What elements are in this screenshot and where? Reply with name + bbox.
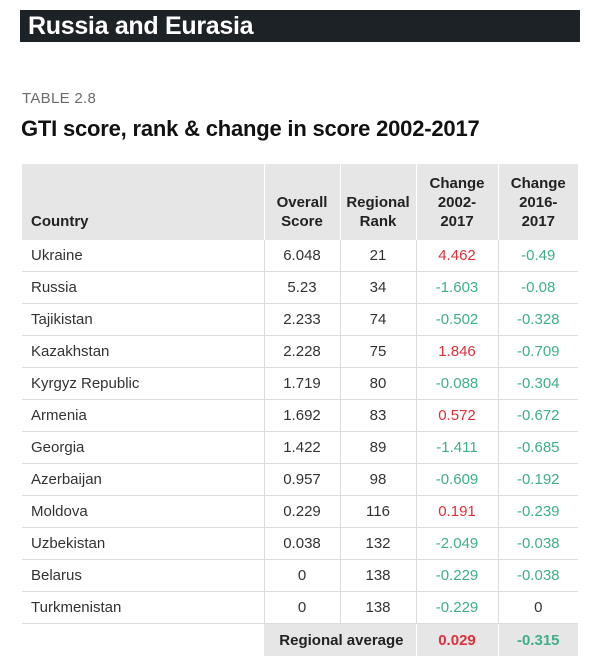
table-row: Russia 5.23 34 -1.603 -0.08 [22, 271, 578, 304]
change-2016-2017-cell: -0.304 [497, 367, 578, 400]
country-cell: Armenia [22, 399, 264, 432]
table-row: Azerbaijan 0.957 98 -0.609 -0.192 [22, 463, 578, 496]
table-row: Turkmenistan 0 138 -0.229 0 [22, 591, 578, 624]
country-cell: Kyrgyz Republic [22, 367, 264, 400]
change-2002-2017-cell: 4.462 [415, 240, 498, 272]
overall-score-cell: 2.228 [263, 335, 340, 368]
overall-score-cell: 0.038 [263, 527, 340, 560]
table-row: Belarus 0 138 -0.229 -0.038 [22, 559, 578, 592]
overall-score-cell: 1.692 [263, 399, 340, 432]
country-cell: Georgia [22, 431, 264, 464]
header-country: Country [22, 164, 264, 240]
change-2002-2017-cell: 1.846 [415, 335, 498, 368]
country-cell: Ukraine [22, 240, 264, 272]
regional-rank-cell: 83 [339, 399, 416, 432]
change-2016-2017-cell: -0.239 [497, 495, 578, 528]
regional-rank-cell: 138 [339, 591, 416, 624]
country-cell: Moldova [22, 495, 264, 528]
overall-score-cell: 0 [263, 559, 340, 592]
change-2002-2017-cell: -0.229 [415, 559, 498, 592]
table-row: Kazakhstan 2.228 75 1.846 -0.709 [22, 335, 578, 368]
regional-average-row: Regional average 0.029 -0.315 [22, 623, 578, 656]
change-2002-2017-cell: -0.502 [415, 303, 498, 336]
regional-rank-cell: 74 [339, 303, 416, 336]
overall-score-cell: 5.23 [263, 271, 340, 304]
regional-rank-cell: 75 [339, 335, 416, 368]
country-cell: Kazakhstan [22, 335, 264, 368]
change-2016-2017-cell: -0.328 [497, 303, 578, 336]
change-2002-2017-cell: 0.191 [415, 495, 498, 528]
change-2002-2017-cell: -1.603 [415, 271, 498, 304]
country-cell: Belarus [22, 559, 264, 592]
change-2002-2017-cell: -0.088 [415, 367, 498, 400]
header-overall-score: Overall Score [263, 164, 340, 240]
table-header-row: Country Overall Score Regional Rank Change… [22, 164, 578, 240]
change-2002-2017-cell: -0.609 [415, 463, 498, 496]
regional-rank-cell: 89 [339, 431, 416, 464]
change-2016-2017-cell: -0.038 [497, 527, 578, 560]
overall-score-cell: 1.422 [263, 431, 340, 464]
table-row: Kyrgyz Republic 1.719 80 -0.088 -0.304 [22, 367, 578, 400]
regional-average-change-2016-2017: -0.315 [497, 623, 578, 656]
change-2002-2017-cell: 0.572 [415, 399, 498, 432]
regional-rank-cell: 21 [339, 240, 416, 272]
change-2002-2017-cell: -2.049 [415, 527, 498, 560]
change-2016-2017-cell: -0.038 [497, 559, 578, 592]
table-row: Georgia 1.422 89 -1.411 -0.685 [22, 431, 578, 464]
table-row: Uzbekistan 0.038 132 -2.049 -0.038 [22, 527, 578, 560]
gti-table: Country Overall Score Regional Rank Change… [22, 164, 578, 656]
overall-score-cell: 0.957 [263, 463, 340, 496]
change-2016-2017-cell: 0 [497, 591, 578, 624]
section-title: Russia and Eurasia [28, 12, 254, 40]
table-number-label: TABLE 2.8 [22, 90, 97, 107]
table-row: Armenia 1.692 83 0.572 -0.672 [22, 399, 578, 432]
section-banner: Russia and Eurasia [20, 10, 580, 42]
change-2016-2017-cell: -0.672 [497, 399, 578, 432]
country-cell: Tajikistan [22, 303, 264, 336]
regional-rank-cell: 116 [339, 495, 416, 528]
country-cell: Uzbekistan [22, 527, 264, 560]
regional-average-label: Regional average [264, 623, 416, 656]
overall-score-cell: 1.719 [263, 367, 340, 400]
change-2016-2017-cell: -0.49 [497, 240, 578, 272]
regional-rank-cell: 132 [339, 527, 416, 560]
table-row: Tajikistan 2.233 74 -0.502 -0.328 [22, 303, 578, 336]
change-2016-2017-cell: -0.08 [497, 271, 578, 304]
overall-score-cell: 2.233 [263, 303, 340, 336]
overall-score-cell: 6.048 [263, 240, 340, 272]
country-cell: Azerbaijan [22, 463, 264, 496]
regional-rank-cell: 138 [339, 559, 416, 592]
country-cell: Turkmenistan [22, 591, 264, 624]
header-change-2016-2017: Change 2016- 2017 [497, 164, 578, 240]
change-2016-2017-cell: -0.685 [497, 431, 578, 464]
change-2016-2017-cell: -0.709 [497, 335, 578, 368]
table-title: GTI score, rank & change in score 2002-2… [21, 116, 480, 141]
footer-blank-cell [22, 623, 264, 656]
header-change-2002-2017: Change 2002- 2017 [415, 164, 498, 240]
regional-rank-cell: 34 [339, 271, 416, 304]
change-2016-2017-cell: -0.192 [497, 463, 578, 496]
header-regional-rank: Regional Rank [339, 164, 416, 240]
regional-rank-cell: 80 [339, 367, 416, 400]
country-cell: Russia [22, 271, 264, 304]
regional-rank-cell: 98 [339, 463, 416, 496]
table-row: Ukraine 6.048 21 4.462 -0.49 [22, 240, 578, 272]
change-2002-2017-cell: -0.229 [415, 591, 498, 624]
table-body: Ukraine 6.048 21 4.462 -0.49 Russia 5.23 34 -1.6… [22, 240, 578, 624]
overall-score-cell: 0 [263, 591, 340, 624]
change-2002-2017-cell: -1.411 [415, 431, 498, 464]
table-row: Moldova 0.229 116 0.191 -0.239 [22, 495, 578, 528]
overall-score-cell: 0.229 [263, 495, 340, 528]
regional-average-change-2002-2017: 0.029 [415, 623, 498, 656]
